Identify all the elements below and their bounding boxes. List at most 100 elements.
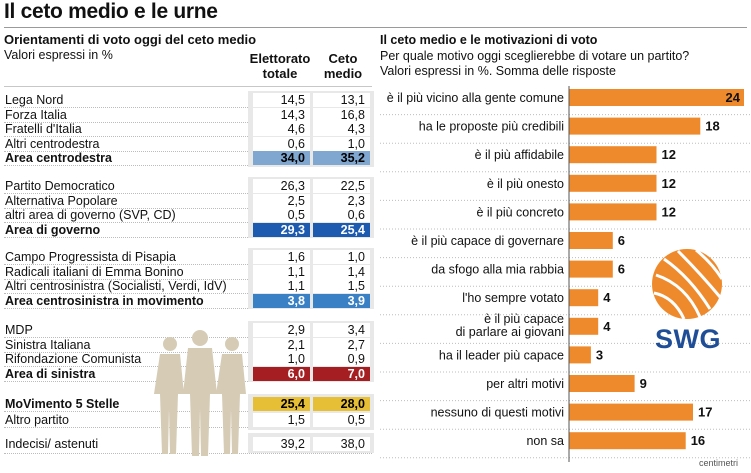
- party-label: Indecisi/ astenuti: [5, 437, 99, 451]
- bar: [569, 403, 693, 421]
- page-title: Il ceto medio e le urne: [4, 0, 218, 23]
- right-note: Valori espressi in %. Somma delle rispos…: [380, 64, 616, 78]
- row-separator: [4, 366, 248, 367]
- row-separator: [4, 427, 248, 428]
- party-label: Altri centrodestra: [5, 136, 100, 151]
- party-label: Alternativa Popolare: [5, 193, 118, 208]
- data-label: 6: [618, 262, 625, 277]
- category-label: è il più capace di governare: [411, 234, 564, 248]
- row-separator: [4, 351, 248, 353]
- summary-middle-cell: 25,4: [313, 222, 370, 237]
- column-header-middle: Ceto medio: [323, 51, 363, 81]
- bar: [569, 203, 657, 221]
- party-label: Altri centrosinistra (Socialisti, Verdi,…: [5, 279, 227, 293]
- row-separator: [4, 107, 248, 108]
- total-cell: 39,2: [253, 437, 310, 451]
- party-label: Lega Nord: [5, 93, 64, 107]
- category-label: è il più affidabile: [475, 148, 564, 162]
- middle-cell: 2,7: [313, 337, 370, 352]
- credit-label: centimetri: [699, 458, 739, 468]
- data-label: 18: [705, 119, 719, 134]
- category-label: è il più onesto: [487, 177, 564, 191]
- bar: [569, 117, 701, 135]
- data-label: 12: [662, 147, 676, 162]
- summary-total-cell: 3,8: [253, 293, 310, 308]
- row-separator: [4, 278, 248, 280]
- middle-cell: 2,3: [313, 193, 370, 208]
- party-label: Rifondazione Comunista: [5, 352, 142, 366]
- summary-label: Area di governo: [5, 222, 101, 237]
- data-label: 17: [698, 405, 712, 420]
- middle-cell: 4,3: [313, 122, 370, 136]
- total-cell: 26,3: [253, 179, 310, 193]
- category-label: nessuno di questi motivi: [431, 406, 564, 420]
- row-separator: [4, 307, 248, 309]
- row-separator: [4, 136, 248, 137]
- total-cell: 2,5: [253, 193, 310, 208]
- party-label: Fratelli d'Italia: [5, 122, 82, 136]
- bar: [569, 432, 686, 450]
- summary-total-cell: 25,4: [253, 397, 310, 411]
- left-note: Valori espressi in %: [4, 48, 113, 62]
- middle-cell: 1,0: [313, 136, 370, 151]
- party-label: Forza Italia: [5, 107, 67, 122]
- total-cell: 1,1: [253, 279, 310, 293]
- party-label: altri area di governo (SVP, CD): [5, 208, 176, 222]
- summary-middle-cell: 28,0: [313, 397, 370, 411]
- middle-cell: 3,4: [313, 323, 370, 337]
- bar: [569, 89, 744, 106]
- title-rule: [4, 27, 747, 28]
- party-label: Altro partito: [5, 413, 69, 427]
- row-separator: [4, 453, 372, 454]
- summary-label: MoVimento 5 Stelle: [5, 397, 120, 411]
- category-label: è il più capace: [484, 312, 564, 326]
- summary-label: Area centrosinistra in movimento: [5, 293, 204, 308]
- summary-label: Area centrodestra: [5, 151, 112, 165]
- row-separator: [4, 150, 248, 152]
- people-silhouette-illustration: [154, 330, 246, 456]
- middle-cell: 0,6: [313, 208, 370, 222]
- data-label: 9: [640, 376, 647, 391]
- bar: [569, 174, 657, 192]
- middle-cell: 0,5: [313, 413, 370, 427]
- total-cell: 1,0: [253, 352, 310, 366]
- summary-total-cell: 29,3: [253, 222, 310, 237]
- total-cell: 0,5: [253, 208, 310, 222]
- bar: [569, 289, 599, 307]
- data-label: 12: [662, 204, 676, 219]
- middle-cell: 16,8: [313, 107, 370, 122]
- left-subtitle: Orientamenti di voto oggi del ceto medio: [4, 32, 257, 47]
- party-label: Campo Progressista di Pisapia: [5, 250, 176, 264]
- middle-cell: 13,1: [313, 93, 370, 107]
- data-label: 4: [603, 290, 611, 305]
- category-label: ha le proposte più credibili: [419, 120, 564, 134]
- left-header-rule: [4, 86, 372, 87]
- category-label: da sfogo alla mia rabbia: [431, 263, 564, 277]
- summary-label: Area di sinistra: [5, 366, 96, 381]
- party-label: Sinistra Italiana: [5, 337, 91, 352]
- data-label: 6: [618, 233, 625, 248]
- summary-middle-cell: 3,9: [313, 293, 370, 308]
- party-label: MDP: [5, 323, 33, 337]
- row-separator: [4, 264, 248, 265]
- total-cell: 2,1: [253, 337, 310, 352]
- right-title: Il ceto medio e le motivazioni di voto: [380, 33, 598, 47]
- swg-logo-text: SWG: [655, 324, 721, 354]
- total-cell: 0,6: [253, 136, 310, 151]
- category-label: è il più vicino alla gente comune: [387, 91, 564, 105]
- party-label: Partito Democratico: [5, 179, 115, 193]
- category-label: di parlare ai giovani: [456, 325, 564, 339]
- bar: [569, 232, 613, 249]
- category-label: per altri motivi: [486, 377, 564, 391]
- category-label: ha il leader più capace: [439, 348, 564, 362]
- total-cell: 4,6: [253, 122, 310, 136]
- total-cell: 1,1: [253, 264, 310, 279]
- row-separator: [4, 411, 248, 412]
- row-separator: [4, 337, 248, 338]
- total-cell: 14,3: [253, 107, 310, 122]
- total-cell: 1,5: [253, 413, 310, 427]
- bar: [569, 317, 599, 335]
- bar: [569, 346, 591, 364]
- bar: [569, 146, 657, 164]
- data-label: 3: [596, 347, 603, 362]
